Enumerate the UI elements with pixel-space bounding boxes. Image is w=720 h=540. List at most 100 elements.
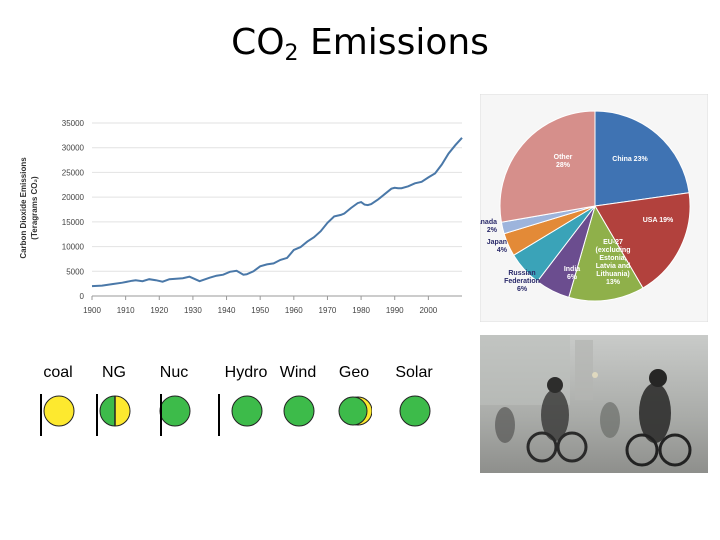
x-tick-label: 1910 [117,306,135,315]
source-label: Nuc [159,364,189,381]
source-label: Geo [338,364,370,381]
pie-label-line: India [564,266,580,273]
divider-line [96,394,98,436]
pie-label-line: Russian [508,270,535,277]
y-tick-label: 10000 [62,243,85,252]
pie-label-russian: Russian Federation 6% [504,270,540,293]
pie-label-eu-27: EU-27 (excluding Estonia, Latvia and Lithuan… [595,239,630,286]
pie-label-line: 4% [497,247,508,254]
y-axis-label-line1: Carbon Dioxide Emissions [19,157,28,259]
pie-label-japan: Japan 4% [487,239,508,254]
pie-label-line: Estonia, [599,255,626,262]
source-geo: Geo [324,364,384,426]
divider-line [160,394,162,436]
green-half [100,396,115,426]
co2-emissions-line-chart: 0 5000 10000 15000 20000 25000 30000 35000 1900… [19,119,463,315]
dot-outline [99,395,131,427]
pie-label-line: 2% [487,227,498,234]
line-chart-x-ticks: 1900 1910 1920 1930 1940 1950 1960 1970 1980 1990… [83,306,438,315]
source-status-dot [99,395,131,427]
title-rest: Emissions [298,22,489,63]
y-tick-label: 25000 [62,168,85,177]
x-tick-label: 1940 [218,306,236,315]
y-tick-label: 0 [80,292,85,301]
pie-label-canada: Canada2% [480,219,498,234]
source-wind: Wind [268,364,328,427]
line-chart-y-ticks: 0 5000 10000 15000 20000 25000 30000 35000 [62,119,85,301]
pie-label-line: Canada [480,219,497,226]
y-tick-label: 20000 [62,193,85,202]
pie-label-line: China 23% [612,156,648,163]
title-text: CO [231,22,285,63]
pie-label-usa: USA 19% [643,217,674,224]
pie-label-line: 28% [556,162,571,169]
pie-label-line: Lithuania) [596,271,629,278]
pie-label-other: Other 28% [554,154,573,169]
source-status-dot [159,395,191,427]
x-tick-label: 1970 [319,306,337,315]
energy-source-row: coal NG Nuc Hydro Wind Geo Solar [0,364,480,444]
x-tick-label: 1980 [352,306,370,315]
pie-label-line: 13% [606,279,621,286]
green-dot [399,395,431,427]
pie-label-line: Federation [504,278,540,285]
source-label: NG [102,364,126,381]
source-label: Wind [279,364,317,381]
yellow-half [115,396,130,426]
x-tick-label: 1990 [386,306,404,315]
y-tick-label: 35000 [62,119,85,128]
source-status-dot [231,395,263,427]
y-tick-label: 5000 [66,267,84,276]
title-subscript: 2 [284,41,299,66]
pie-label-china: China 23% [612,156,648,163]
yellow-dot [43,395,75,427]
pie-label-line: EU-27 [603,239,623,246]
pie-label-india: India 6% [564,266,580,281]
pie-slice-other [499,110,596,223]
source-status-dot [399,395,431,427]
source-label: Hydro [224,364,268,381]
x-tick-label: 1930 [184,306,202,315]
line-chart-grid [91,122,462,300]
green-dot [283,395,315,427]
x-tick-label: 1950 [251,306,269,315]
x-tick-label: 2000 [419,306,437,315]
green-dot [338,396,368,426]
green-dot [159,395,191,427]
source-status-dot [283,395,315,427]
y-tick-label: 15000 [62,218,85,227]
x-tick-label: 1960 [285,306,303,315]
pie-label-line: (excluding [595,247,630,254]
country-share-pie-chart: China 23%USA 19%EU-27 (excluding Estonia, L… [480,94,708,322]
y-axis-label-line2: (Teragrams CO₂) [30,176,39,240]
y-tick-label: 30000 [62,144,85,153]
divider-line [40,394,42,436]
source-label: Solar [395,364,433,381]
source-hydro: Hydro [216,364,276,427]
x-tick-label: 1900 [83,306,101,315]
pie-labels: China 23%USA 19%EU-27 (excluding Estonia, L… [480,154,674,293]
co2-emissions-series-line [91,137,463,288]
source-solar: Solar [384,364,444,427]
pie-slices [499,110,691,302]
pie-slice-eu-27 [568,204,644,302]
slide-title: CO2 Emissions [0,22,720,66]
x-tick-label: 1920 [150,306,168,315]
source-status-dot [43,395,75,427]
source-ng: NG [84,364,144,427]
green-dot [231,395,263,427]
pie-label-line: 6% [517,286,528,293]
source-label: coal [43,364,73,381]
smog-cyclists-photo [480,335,708,473]
source-nuc: Nuc [144,364,204,427]
pie-label-line: Other [554,154,573,161]
pie-label-line: 6% [567,274,578,281]
pie-label-line: USA 19% [643,217,674,224]
pie-label-line: Japan [487,239,507,246]
source-coal: coal [28,364,88,427]
pie-label-line: Latvia and [596,263,631,270]
pie-slice-usa [594,192,691,289]
divider-line [218,394,220,436]
source-status-dot [338,396,372,426]
pie-slice-china [594,110,690,207]
